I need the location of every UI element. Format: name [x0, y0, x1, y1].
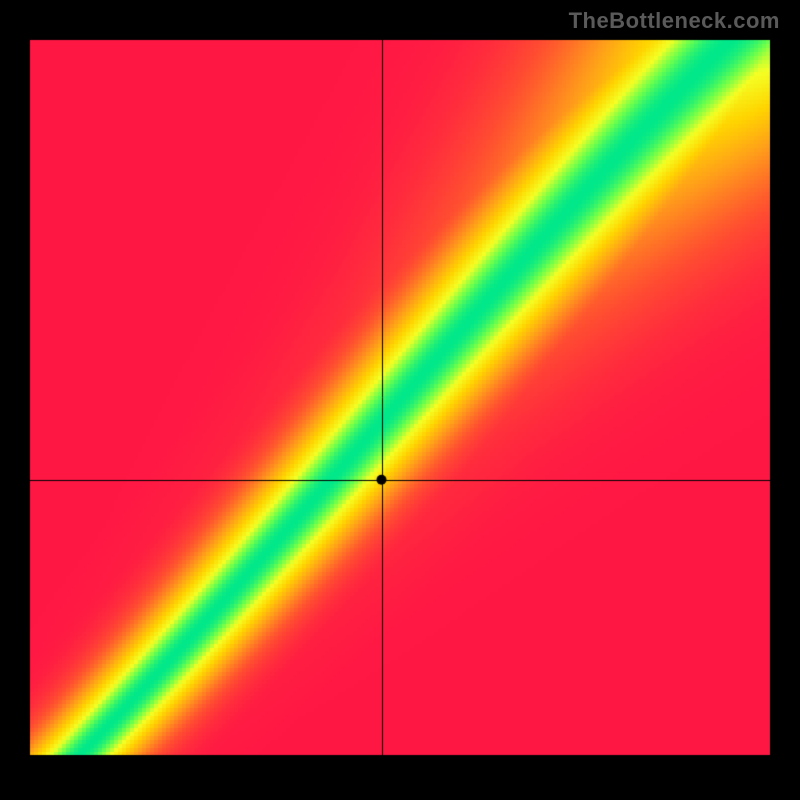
bottleneck-heatmap: [0, 0, 800, 800]
watermark-text: TheBottleneck.com: [569, 8, 780, 34]
chart-root: TheBottleneck.com: [0, 0, 800, 800]
